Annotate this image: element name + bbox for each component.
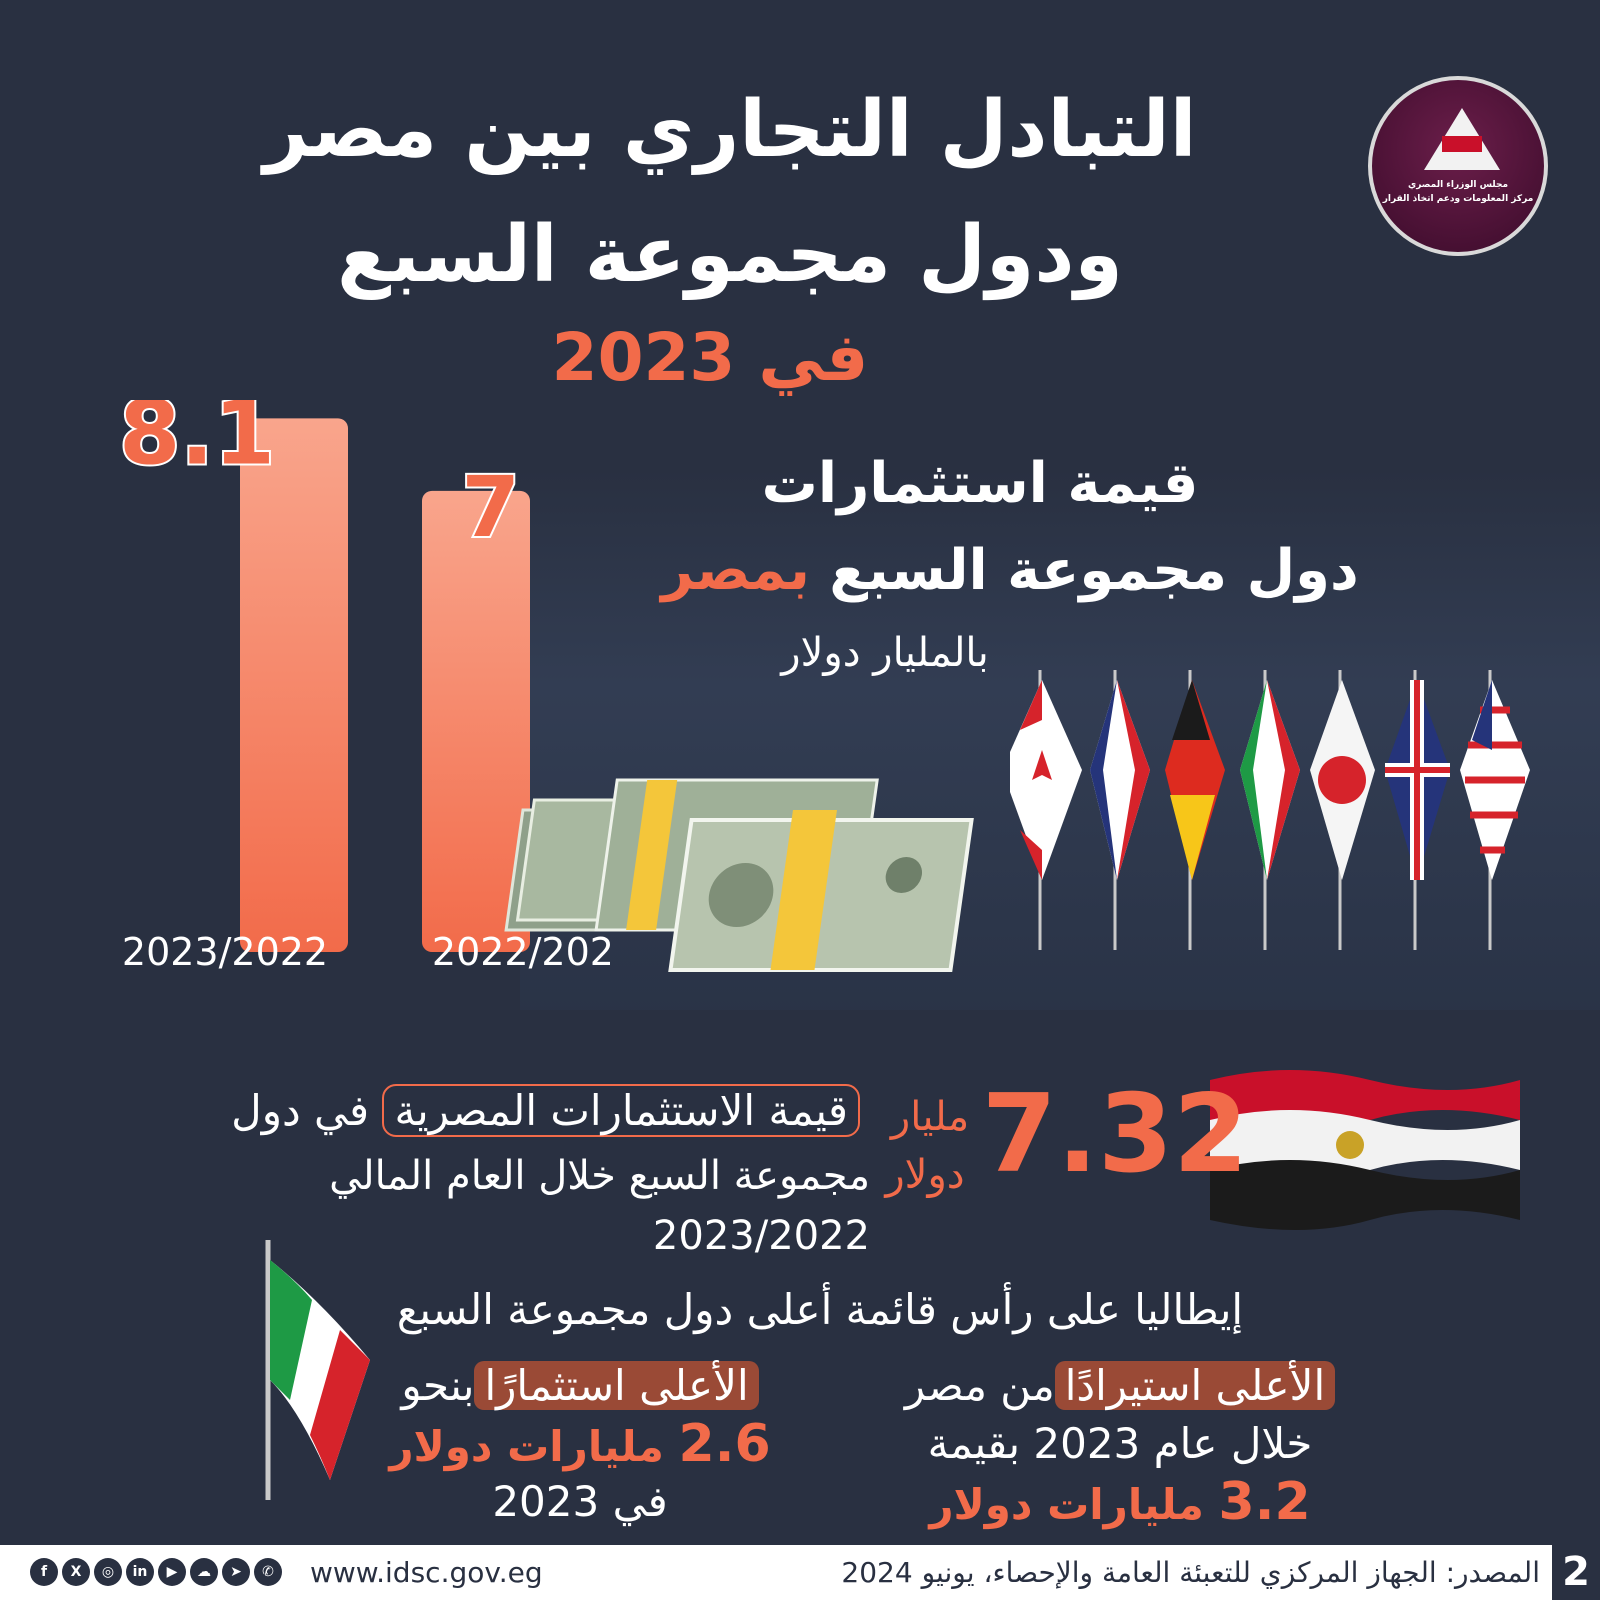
italy-imports-line-1: الأعلى استيرادًامن مصر (880, 1356, 1360, 1416)
source-text: المصدر: الجهاز المركزي للتعبئة العامة وا… (841, 1556, 1540, 1589)
soundcloud-icon[interactable]: ☁ (190, 1558, 218, 1586)
main-title-line-1: التبادل التجاري بين مصر (263, 85, 1197, 175)
egypt-investment-unit-1: مليار (890, 1094, 970, 1140)
linkedin-icon[interactable]: in (126, 1558, 154, 1586)
bar-2023/2022 (240, 418, 348, 953)
egypt-investment-unit-2: دولار (885, 1152, 965, 1198)
egypt-investment-desc-boxed: قيمة الاستثمارات المصرية (382, 1084, 860, 1137)
logo-text-line-2: مركز المعلومات ودعم اتخاذ القرار (1382, 194, 1534, 204)
italy-investment-line-1: الأعلى استثمارًابنحو (380, 1356, 780, 1416)
x-icon[interactable]: X (62, 1558, 90, 1586)
egypt-investment-value: 7.32 (981, 1072, 1249, 1197)
logo-flag-stripe (1442, 136, 1482, 152)
bar-2022/2021 (422, 490, 530, 952)
italy-investment-unit: مليارات دولار (389, 1422, 664, 1471)
idsc-logo: مجلس الوزراء المصري مركز المعلومات ودعم … (1368, 76, 1548, 256)
italy-investment-value: 2.6 (678, 1414, 771, 1474)
main-title-year: في 2023 (551, 319, 869, 396)
main-title-line-2: ودول مجموعة السبع (337, 210, 1123, 300)
whatsapp-icon[interactable]: ✆ (254, 1558, 282, 1586)
italy-imports-after: من مصر (904, 1361, 1055, 1410)
italy-investment-after: بنحو (401, 1361, 475, 1410)
egypt-investment-desc-after: في دول (231, 1086, 370, 1135)
social-icons: f X ◎ in ▶ ☁ ➤ ✆ (30, 1552, 282, 1592)
bar-value-label: 8.1 (119, 400, 275, 484)
investment-unit-label: بالمليار دولار (781, 630, 989, 676)
telegram-icon[interactable]: ➤ (222, 1558, 250, 1586)
investment-heading-prefix: دول مجموعة السبع (829, 538, 1359, 603)
bar-value-label: 7 (462, 458, 520, 556)
investment-heading-line-1: قيمة استثمارات (761, 451, 1199, 516)
bar-category-label: 2022/2021 (432, 930, 610, 974)
italy-imports-value-line: 3.2 مليارات دولار (880, 1472, 1360, 1535)
facebook-icon[interactable]: f (30, 1558, 58, 1586)
logo-text-line-1: مجلس الوزراء المصري (1407, 180, 1509, 190)
youtube-icon[interactable]: ▶ (158, 1558, 186, 1586)
page-number: 2 (1552, 1545, 1600, 1600)
italy-flag-icon (265, 1240, 370, 1500)
egypt-flag-icon (1210, 1070, 1520, 1230)
investment-heading-highlight: بمصر (661, 538, 810, 603)
egypt-investment-desc-line-1: قيمة الاستثمارات المصرية في دول (130, 1080, 860, 1142)
bar-category-label: 2023/2022 (122, 930, 328, 974)
egypt-investment-desc-line-2: مجموعة السبع خلال العام المالي 2023/2022 (329, 1153, 870, 1259)
italy-imports-line-2: خلال عام 2023 بقيمة (927, 1419, 1313, 1468)
italy-imports-value: 3.2 (1218, 1472, 1311, 1532)
italy-heading: إيطاليا على رأس قائمة أعلى دول مجموعة ال… (396, 1285, 1244, 1334)
investment-heading-line-2: دول مجموعة السبع بمصر (600, 535, 1420, 607)
italy-imports-unit: مليارات دولار (929, 1480, 1204, 1529)
italy-investment-highlight: الأعلى استثمارًا (474, 1361, 759, 1410)
italy-investment-year: في 2023 (492, 1477, 668, 1526)
website-link[interactable]: www.idsc.gov.eg (310, 1556, 543, 1589)
money-stack-icon (504, 778, 974, 972)
g7-flags-icon (1010, 670, 1530, 950)
italy-imports-highlight: الأعلى استيرادًا (1054, 1361, 1336, 1410)
italy-investment-value-line: 2.6 مليارات دولار (380, 1414, 780, 1477)
instagram-icon[interactable]: ◎ (94, 1558, 122, 1586)
investment-bar-chart: 8.1 2023/2022 7 2022/2021 (117, 400, 610, 974)
